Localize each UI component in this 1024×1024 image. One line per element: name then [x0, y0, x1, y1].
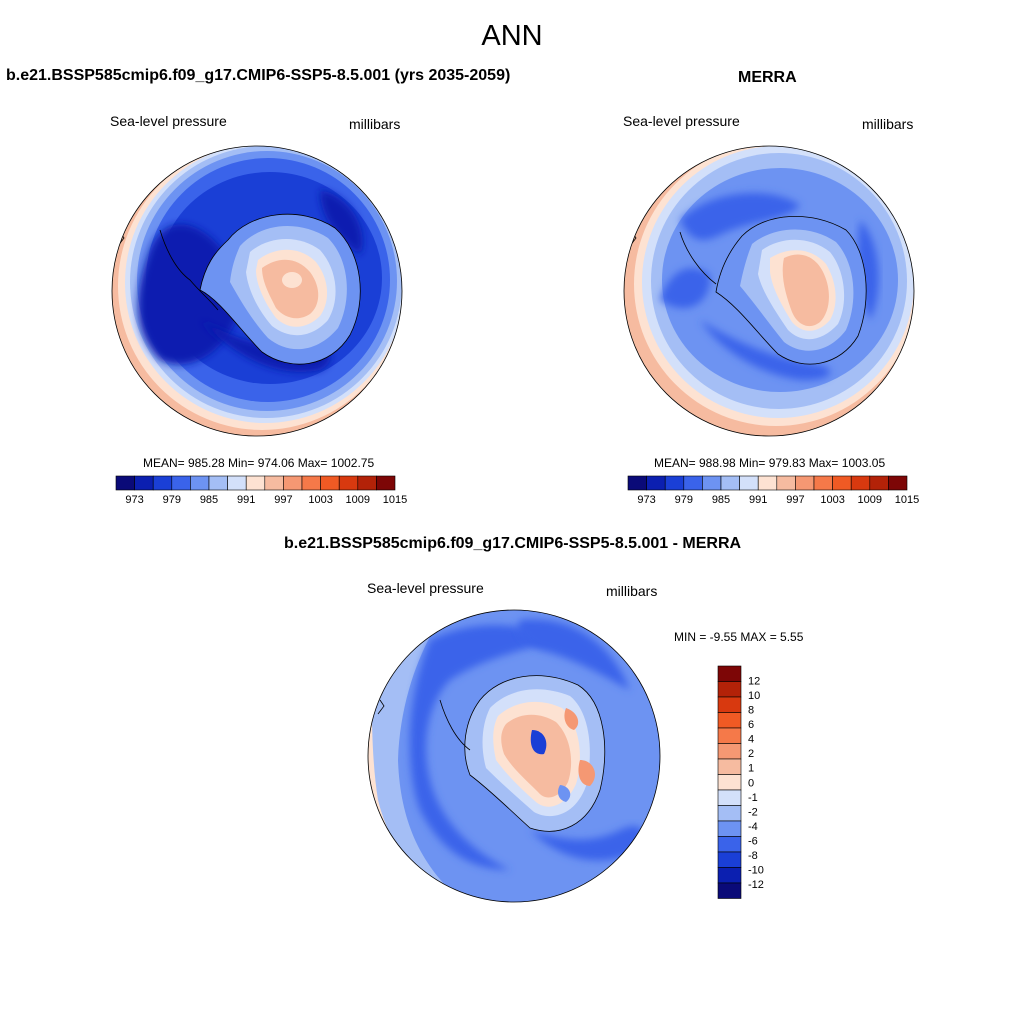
panel-2-colorbar: 973 979 985 991 997 1003 1009 1015: [627, 475, 919, 506]
panel-3-colorbar-swatch: [717, 712, 742, 729]
panel-1-colorbar-swatch: [320, 475, 340, 491]
panel-3-colorbar-tick-label: -10: [748, 864, 764, 876]
panel-3-colorbar-swatch: [717, 665, 742, 682]
panel-1-colorbar-swatch: [190, 475, 210, 491]
panel-1-colorbar-swatch: [208, 475, 228, 491]
panel-3-colorbar-tick-label: 10: [748, 690, 760, 702]
panel-3-colorbar-tick-label: 8: [748, 705, 754, 717]
panel-1-colorbar-tick-label: 1015: [383, 494, 407, 506]
panel-1-colorbar-swatch: [134, 475, 154, 491]
panel-1-colorbar-tick-label: 985: [200, 494, 218, 506]
panel-2-colorbar-swatch: [664, 475, 685, 491]
panel-2-colorbar-swatch: [627, 475, 647, 491]
panel-3-variable-label: Sea-level pressure: [367, 580, 484, 596]
panel-1-variable-label: Sea-level pressure: [110, 113, 227, 129]
panel-1-colorbar-swatch: [301, 475, 321, 491]
panel-3-colorbar-swatch: [717, 867, 742, 884]
panel-1-colorbar-swatch: [338, 475, 359, 491]
panel-2-colorbar-swatch: [832, 475, 852, 491]
panel-3-colorbar-tick-label: -1: [748, 792, 758, 804]
panel-2-colorbar-tick-label: 985: [712, 494, 730, 506]
panel-1-colorbar-tick-label: 979: [163, 494, 181, 506]
panel-3-colorbar-tick-label: 1: [748, 763, 754, 775]
panel-2-map: [623, 145, 915, 437]
panel-2-stats: MEAN= 988.98 Min= 979.83 Max= 1003.05: [654, 456, 886, 470]
panel-1-colorbar-swatch: [264, 475, 284, 491]
panel-3-units-label: millibars: [606, 583, 658, 599]
panel-1-colorbar-swatch: [376, 475, 396, 491]
panel-2-colorbar-swatch: [739, 475, 759, 491]
panel-2-units-label: millibars: [862, 116, 914, 132]
panel-1-stats: MEAN= 985.28 Min= 974.06 Max= 1002.75: [143, 456, 375, 470]
panel-3-colorbar-tick-label: -6: [748, 835, 758, 847]
panel-2-colorbar-tick-label: 973: [637, 494, 655, 506]
panel-2-colorbar-swatch: [757, 475, 778, 491]
panel-1-colorbar-swatch: [152, 475, 173, 491]
panel-2-colorbar-swatch: [683, 475, 703, 491]
panel-3-colorbar-tick-label: 4: [748, 734, 754, 746]
panel-3-stats: MIN = -9.55 MAX = 5.55: [674, 630, 804, 644]
panel-3-colorbar-swatch: [717, 758, 742, 775]
panel-1-title: b.e21.BSSP585cmip6.f09_g17.CMIP6-SSP5-8.…: [6, 67, 511, 84]
panel-1-colorbar-tick-label: 991: [237, 494, 255, 506]
panel-3-title: b.e21.BSSP585cmip6.f09_g17.CMIP6-SSP5-8.…: [284, 535, 742, 552]
panel-1-colorbar-swatch: [115, 475, 135, 491]
panel-1-colorbar-swatch: [245, 475, 266, 491]
panel-3-colorbar-swatch: [717, 681, 742, 698]
panel-1-colorbar-tick-label: 973: [125, 494, 143, 506]
panel-3-colorbar-swatch: [717, 836, 742, 853]
panel-3-colorbar-swatch: [717, 789, 742, 806]
panel-3-colorbar-tick-label: -8: [748, 850, 758, 862]
panel-2-colorbar-swatch: [888, 475, 908, 491]
panel-2-colorbar-tick-label: 979: [675, 494, 693, 506]
panel-1-map: [111, 145, 403, 437]
panel-2-colorbar-tick-label: 1003: [820, 494, 844, 506]
panel-2-colorbar-swatch: [869, 475, 889, 491]
panel-3-colorbar-tick-label: -2: [748, 806, 758, 818]
panel-2-colorbar-tick-label: 997: [786, 494, 804, 506]
panel-2-colorbar-swatch: [776, 475, 796, 491]
figure-title: ANN: [481, 20, 543, 52]
panel-2-variable-label: Sea-level pressure: [623, 113, 740, 129]
panel-2-title: MERRA: [738, 69, 797, 86]
panel-3-colorbar-tick-label: 0: [748, 777, 754, 789]
panel-1-colorbar-tick-label: 1003: [308, 494, 332, 506]
panel-2-colorbar-swatch: [813, 475, 833, 491]
panel-2-colorbar-tick-label: 1009: [858, 494, 882, 506]
panel-3-colorbar-tick-label: 2: [748, 748, 754, 760]
panel-1-colorbar-swatch: [357, 475, 377, 491]
panel-1-colorbar-tick-label: 997: [274, 494, 292, 506]
panel-3-colorbar-swatch: [717, 727, 742, 744]
panel-1-units-label: millibars: [349, 116, 401, 132]
panel-3-colorbar-tick-label: -12: [748, 879, 764, 891]
panel-3-colorbar-swatch: [717, 696, 742, 713]
panel-3-colorbar-swatch: [717, 774, 742, 791]
panel-3-colorbar-swatch: [717, 882, 742, 899]
panel-2-colorbar-tick-label: 1015: [895, 494, 919, 506]
panel-2-colorbar-swatch: [720, 475, 740, 491]
panel-2-colorbar-swatch: [702, 475, 722, 491]
panel-1-colorbar-swatch: [171, 475, 191, 491]
panel-2-colorbar-swatch: [795, 475, 815, 491]
panel-1-colorbar-swatch: [227, 475, 247, 491]
panel-3-colorbar-tick-label: 6: [748, 719, 754, 731]
panel-2-colorbar-swatch: [646, 475, 666, 491]
panel-3-colorbar-swatch: [717, 851, 742, 868]
panel-1-colorbar-tick-label: 1009: [346, 494, 370, 506]
panel-3-colorbar-swatch: [717, 805, 742, 822]
panel-3-colorbar-tick-label: 12: [748, 676, 760, 688]
panel-2-colorbar-tick-label: 991: [749, 494, 767, 506]
panel-3-map: [367, 609, 661, 903]
panel-1-colorbar-swatch: [283, 475, 303, 491]
panel-3-colorbar-swatch: [717, 743, 742, 760]
panel-3-colorbar-tick-label: -4: [748, 821, 758, 833]
panel-1-colorbar: 973 979 985 991 997 1003 1009 1015: [115, 475, 407, 506]
panel-2-colorbar-swatch: [850, 475, 871, 491]
panel-3-colorbar-swatch: [717, 820, 742, 837]
